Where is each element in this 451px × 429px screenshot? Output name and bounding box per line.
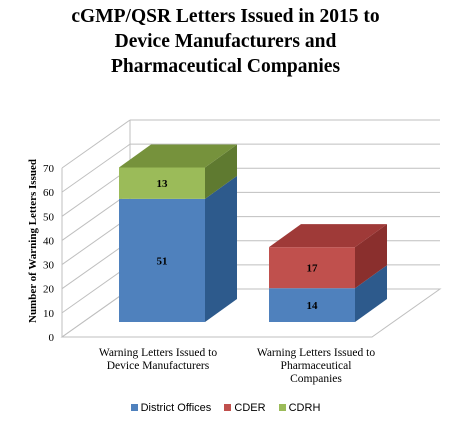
x-category-label: Device Manufacturers: [107, 360, 210, 372]
bar-top: [269, 224, 387, 248]
y-axis: 0 10 20 30 40 50 60 70: [43, 163, 55, 344]
data-labels: 51 13 14 17: [157, 178, 319, 312]
x-category-label: Warning Letters Issued to: [99, 347, 217, 359]
y-tick-label: 30: [43, 260, 55, 272]
data-label: 51: [157, 255, 168, 267]
gridline-diagonal: [61, 288, 131, 338]
legend-label: CDER: [234, 402, 266, 414]
bar-cder: [269, 247, 355, 289]
legend-label: District Offices: [140, 402, 212, 414]
bars: [119, 144, 387, 322]
title-line-1: cGMP/QSR Letters Issued in 2015 to: [71, 6, 380, 27]
gridline-diagonal: [61, 119, 131, 169]
gridline-diagonal: [61, 240, 131, 290]
y-tick-label: 50: [43, 211, 55, 223]
legend-item-district-offices: District Offices: [130, 402, 212, 414]
gridline-diagonal: [61, 264, 131, 314]
legend-swatch: [130, 404, 138, 411]
bar-district-offices: [269, 288, 355, 322]
bar-district-offices-side: [355, 265, 387, 322]
legend-item-cdrh: CDRH: [278, 402, 321, 414]
bar-cdrh-side: [205, 144, 237, 199]
legend-swatch: [224, 404, 232, 411]
title-line-3: Pharmaceutical Companies: [110, 56, 341, 77]
bar-top: [119, 144, 237, 168]
data-label: 14: [307, 300, 319, 312]
x-category-label: Companies: [290, 373, 342, 385]
legend-swatch: [278, 404, 286, 411]
gridline-diagonal: [61, 192, 131, 241]
y-axis-label: Number of Warning Letters Issued: [27, 159, 39, 323]
gridline-diagonal: [61, 216, 131, 265]
y-tick-label: 60: [43, 187, 55, 199]
y-tick-label: 10: [43, 308, 55, 320]
bar-district-offices: [119, 198, 205, 322]
gridline-diagonal: [61, 143, 131, 193]
bar-district-offices-side: [205, 175, 237, 322]
y-tick-label: 0: [49, 332, 55, 344]
x-category-label: Warning Letters Issued to: [257, 347, 375, 359]
bar-cdrh: [119, 167, 205, 199]
gridline-diagonal: [61, 167, 131, 217]
x-category-label: Pharmaceutical: [281, 360, 352, 372]
y-tick-label: 70: [43, 163, 55, 175]
y-tick-label: 40: [43, 235, 55, 247]
legend-label: CDRH: [288, 402, 321, 414]
chart-title: cGMP/QSR Letters Issued in 2015 to Devic…: [0, 4, 451, 79]
y-tick-label: 20: [43, 284, 55, 296]
legend-item-cder: CDER: [224, 402, 266, 414]
bar-cder-side: [355, 224, 387, 289]
legend: District Offices CDER CDRH: [0, 402, 451, 414]
data-label: 17: [307, 263, 319, 275]
title-line-2: Device Manufacturers and: [114, 31, 337, 52]
data-label: 13: [157, 178, 169, 190]
